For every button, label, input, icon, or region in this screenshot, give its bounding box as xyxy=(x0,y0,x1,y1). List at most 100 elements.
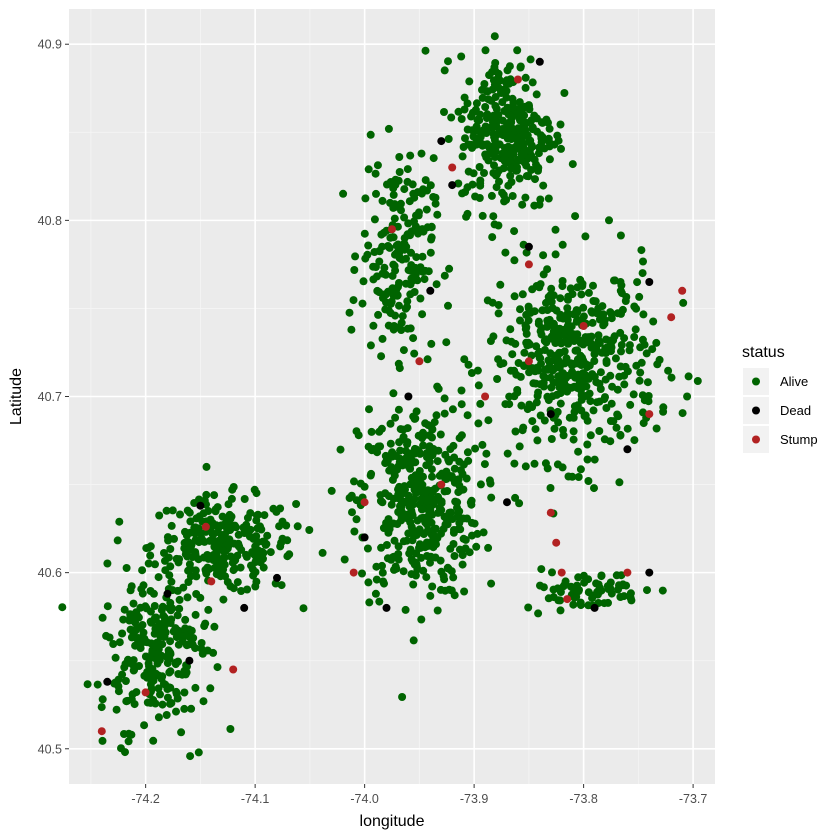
alive-point xyxy=(494,301,503,309)
alive-point xyxy=(373,272,381,281)
alive-point xyxy=(593,587,602,596)
alive-point xyxy=(515,125,524,134)
alive-point xyxy=(642,349,651,358)
alive-point xyxy=(191,683,200,692)
alive-point xyxy=(417,505,426,514)
alive-point xyxy=(561,577,570,586)
stump-point xyxy=(388,225,396,234)
alive-point xyxy=(365,598,374,607)
alive-point xyxy=(487,579,496,588)
alive-point xyxy=(506,164,515,173)
alive-point xyxy=(229,483,238,491)
alive-point xyxy=(146,698,155,707)
alive-point xyxy=(121,677,130,685)
alive-point xyxy=(361,254,370,263)
alive-point xyxy=(388,475,397,484)
alive-point xyxy=(210,622,219,631)
alive-point xyxy=(103,602,112,611)
alive-point xyxy=(486,479,495,488)
y-tick-label: 40.8 xyxy=(38,214,62,228)
alive-point xyxy=(511,427,520,436)
alive-point xyxy=(401,605,410,614)
x-axis: -74.2 -74.1 -74.0 -73.9 -73.8 -73.7 xyxy=(131,784,707,806)
alive-point xyxy=(614,585,622,594)
alive-point xyxy=(272,507,281,516)
alive-point xyxy=(499,359,508,368)
alive-point xyxy=(470,519,479,528)
alive-point xyxy=(638,269,647,278)
alive-point xyxy=(567,322,576,331)
alive-point xyxy=(505,62,514,71)
alive-point xyxy=(569,427,578,436)
alive-point xyxy=(395,364,404,373)
alive-point xyxy=(366,341,375,350)
alive-point xyxy=(194,748,203,757)
alive-point xyxy=(377,424,386,433)
alive-point xyxy=(506,325,515,334)
alive-point xyxy=(573,330,582,339)
alive-point xyxy=(515,499,524,508)
alive-point xyxy=(187,626,196,635)
alive-point xyxy=(375,247,384,255)
stump-point xyxy=(678,286,687,295)
alive-point xyxy=(450,526,458,534)
alive-point xyxy=(440,409,449,418)
alive-point xyxy=(568,160,577,169)
alive-point xyxy=(169,627,178,636)
alive-point xyxy=(524,302,533,311)
alive-point xyxy=(398,312,407,321)
alive-point xyxy=(693,377,702,385)
alive-point xyxy=(482,114,491,123)
alive-point xyxy=(242,550,250,559)
alive-point xyxy=(430,418,439,427)
alive-point xyxy=(364,165,373,174)
alive-point xyxy=(398,693,407,701)
alive-point xyxy=(437,567,446,576)
alive-point xyxy=(508,192,517,200)
alive-point xyxy=(543,265,552,274)
alive-point xyxy=(180,704,189,713)
alive-point xyxy=(259,548,268,557)
alive-point xyxy=(429,500,438,509)
alive-point xyxy=(610,332,619,341)
alive-point xyxy=(209,648,218,657)
alive-point xyxy=(476,399,485,408)
dead-point xyxy=(163,589,172,598)
alive-point xyxy=(175,604,184,613)
alive-point xyxy=(399,489,408,497)
alive-point xyxy=(225,510,234,519)
alive-point xyxy=(564,339,573,348)
alive-point xyxy=(215,569,224,578)
alive-point xyxy=(103,559,112,568)
alive-point xyxy=(481,122,490,131)
alive-point xyxy=(590,372,599,381)
stump-point xyxy=(524,260,533,269)
alive-point xyxy=(571,212,580,221)
alive-point xyxy=(403,514,412,523)
dead-point xyxy=(535,57,544,66)
alive-point xyxy=(459,143,468,151)
alive-point xyxy=(516,316,524,325)
alive-point xyxy=(597,571,606,580)
alive-point xyxy=(559,314,568,323)
alive-point xyxy=(149,736,158,745)
alive-point xyxy=(382,298,390,307)
alive-point xyxy=(375,288,384,297)
alive-point xyxy=(558,240,567,249)
alive-point xyxy=(580,370,589,379)
alive-point xyxy=(563,304,572,313)
alive-point xyxy=(150,614,159,623)
alive-point xyxy=(415,208,423,217)
alive-point xyxy=(530,111,539,120)
alive-point xyxy=(183,593,192,602)
alive-point xyxy=(476,179,485,188)
alive-point xyxy=(410,526,418,535)
alive-point xyxy=(251,568,260,577)
alive-point xyxy=(616,231,625,240)
alive-point xyxy=(518,142,527,151)
y-tick-label: 40.5 xyxy=(38,742,62,756)
alive-point xyxy=(551,225,560,234)
alive-point xyxy=(158,700,167,709)
alive-point xyxy=(493,375,502,383)
alive-point xyxy=(557,144,565,153)
